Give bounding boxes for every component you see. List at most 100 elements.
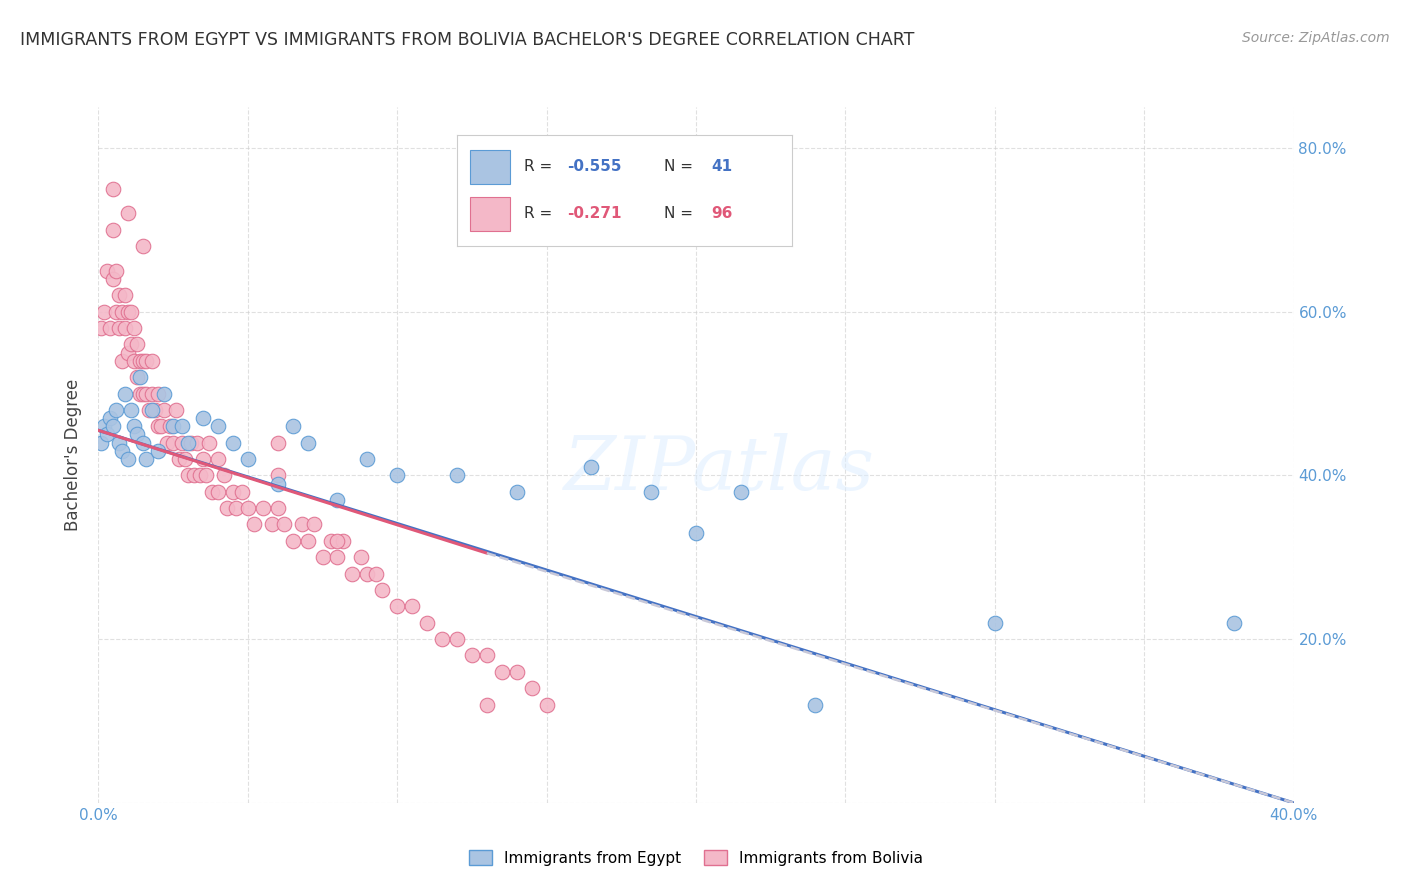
Point bbox=[132, 435, 155, 450]
Point bbox=[267, 501, 290, 516]
Point bbox=[150, 419, 173, 434]
Point bbox=[326, 492, 349, 507]
Point bbox=[177, 468, 200, 483]
Point bbox=[114, 288, 136, 302]
Point bbox=[124, 353, 146, 368]
Point bbox=[103, 419, 125, 434]
Point bbox=[201, 484, 224, 499]
Point bbox=[536, 698, 558, 712]
Point bbox=[132, 239, 155, 253]
Text: IMMIGRANTS FROM EGYPT VS IMMIGRANTS FROM BOLIVIA BACHELOR'S DEGREE CORRELATION C: IMMIGRANTS FROM EGYPT VS IMMIGRANTS FROM… bbox=[20, 31, 914, 49]
Point bbox=[430, 632, 453, 646]
Point bbox=[416, 615, 439, 630]
Point bbox=[212, 468, 235, 483]
Point bbox=[207, 484, 229, 499]
Point bbox=[356, 452, 378, 467]
Point bbox=[685, 525, 707, 540]
Point bbox=[446, 632, 468, 646]
Point bbox=[188, 468, 211, 483]
Point bbox=[143, 403, 166, 417]
Point bbox=[100, 411, 122, 425]
Point bbox=[446, 468, 468, 483]
Point bbox=[520, 681, 543, 696]
Point bbox=[222, 435, 245, 450]
Point bbox=[321, 533, 343, 548]
Point bbox=[640, 484, 662, 499]
Point bbox=[291, 517, 314, 532]
Point bbox=[111, 304, 134, 318]
Point bbox=[135, 452, 157, 467]
Point bbox=[243, 517, 266, 532]
Point bbox=[127, 370, 149, 384]
Point bbox=[183, 468, 205, 483]
Point bbox=[103, 223, 125, 237]
Point bbox=[366, 566, 388, 581]
Point bbox=[138, 403, 160, 417]
Point bbox=[581, 460, 603, 475]
Point bbox=[198, 435, 221, 450]
Point bbox=[260, 517, 283, 532]
Point bbox=[475, 648, 498, 663]
Point bbox=[804, 698, 827, 712]
Y-axis label: Bachelor's Degree: Bachelor's Degree bbox=[65, 379, 83, 531]
Point bbox=[111, 443, 134, 458]
Point bbox=[96, 427, 118, 442]
Point bbox=[273, 517, 295, 532]
Point bbox=[124, 419, 146, 434]
Point bbox=[93, 419, 115, 434]
Point bbox=[153, 403, 176, 417]
Point bbox=[332, 533, 354, 548]
Point bbox=[730, 484, 752, 499]
Point bbox=[120, 304, 142, 318]
Text: ZIPatlas: ZIPatlas bbox=[564, 433, 876, 505]
Point bbox=[180, 435, 202, 450]
Point bbox=[148, 443, 170, 458]
Point bbox=[186, 435, 208, 450]
Point bbox=[267, 468, 290, 483]
Point bbox=[117, 345, 139, 359]
Point bbox=[124, 321, 146, 335]
Point bbox=[191, 452, 214, 467]
Point bbox=[141, 353, 163, 368]
Point bbox=[385, 468, 409, 483]
Point bbox=[141, 403, 163, 417]
Point bbox=[207, 452, 229, 467]
Point bbox=[132, 353, 155, 368]
Point bbox=[1223, 615, 1246, 630]
Point bbox=[401, 599, 423, 614]
Point bbox=[311, 550, 333, 565]
Point bbox=[108, 435, 131, 450]
Point bbox=[162, 419, 184, 434]
Point bbox=[297, 435, 319, 450]
Point bbox=[225, 501, 247, 516]
Legend: Immigrants from Egypt, Immigrants from Bolivia: Immigrants from Egypt, Immigrants from B… bbox=[463, 844, 929, 871]
Point bbox=[111, 353, 134, 368]
Point bbox=[114, 321, 136, 335]
Point bbox=[236, 452, 259, 467]
Point bbox=[326, 533, 349, 548]
Point bbox=[108, 288, 131, 302]
Point bbox=[267, 476, 290, 491]
Point bbox=[222, 484, 245, 499]
Point bbox=[135, 353, 157, 368]
Point bbox=[114, 386, 136, 401]
Point bbox=[385, 599, 409, 614]
Point bbox=[127, 337, 149, 351]
Point bbox=[506, 665, 529, 679]
Point bbox=[129, 386, 152, 401]
Point bbox=[191, 411, 214, 425]
Point bbox=[120, 403, 142, 417]
Point bbox=[103, 272, 125, 286]
Point bbox=[281, 533, 304, 548]
Point bbox=[236, 501, 259, 516]
Point bbox=[141, 386, 163, 401]
Point bbox=[117, 304, 139, 318]
Point bbox=[172, 419, 194, 434]
Point bbox=[207, 419, 229, 434]
Point bbox=[105, 264, 128, 278]
Point bbox=[461, 648, 484, 663]
Point bbox=[350, 550, 373, 565]
Point bbox=[100, 321, 122, 335]
Point bbox=[195, 468, 218, 483]
Point bbox=[371, 582, 394, 597]
